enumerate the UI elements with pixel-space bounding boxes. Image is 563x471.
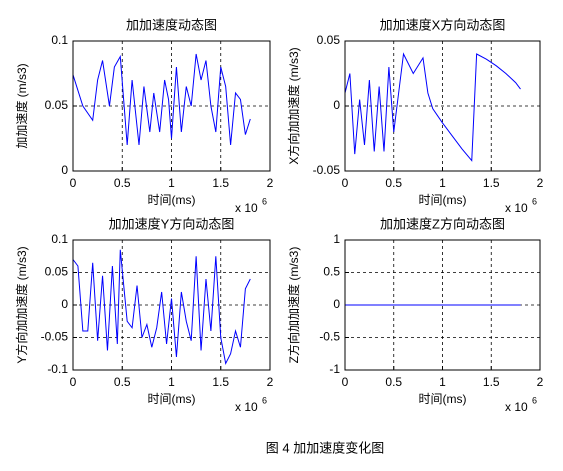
x-scale-exponent: 6 bbox=[262, 196, 267, 206]
y-tick-label: -0.1 bbox=[47, 362, 68, 376]
x-tick-label: 1.5 bbox=[483, 176, 500, 190]
caption: 图 4 加加速度变化图 bbox=[266, 440, 384, 455]
y-tick-label: 0.05 bbox=[45, 98, 69, 112]
y-tick-label: 0 bbox=[61, 163, 68, 177]
y-tick-label: 0.05 bbox=[317, 33, 341, 47]
x-scale-label: x 10 bbox=[235, 400, 258, 414]
x-tick-label: 0 bbox=[70, 375, 77, 389]
axes-box bbox=[72, 239, 271, 371]
x-tick-label: 0 bbox=[70, 176, 77, 190]
chart-title: 加加速度动态图 bbox=[126, 17, 217, 32]
axes-box bbox=[344, 40, 541, 172]
x-tick-label: 1.5 bbox=[483, 375, 500, 389]
y-axis-label: Z方向加加速度 (m/s3) bbox=[286, 247, 301, 364]
chart-title: 加加速度Y方向动态图 bbox=[109, 216, 235, 231]
x-tick-label: 1 bbox=[439, 176, 446, 190]
y-tick-label: -0.05 bbox=[313, 163, 341, 177]
x-axis-label: 时间(ms) bbox=[419, 193, 467, 207]
data-line bbox=[72, 249, 251, 366]
axes-box bbox=[344, 239, 541, 371]
x-tick-label: 1 bbox=[439, 375, 446, 389]
data-line bbox=[344, 52, 521, 162]
axes-box bbox=[72, 40, 271, 172]
y-tick-label: 0 bbox=[333, 98, 340, 112]
x-axis-label: 时间(ms) bbox=[419, 392, 467, 406]
y-tick-label: -1 bbox=[329, 362, 340, 376]
chart-title: 加加速度X方向动态图 bbox=[380, 17, 506, 32]
y-tick-label: 0.1 bbox=[51, 232, 68, 246]
data-line bbox=[72, 53, 251, 146]
x-scale-label: x 10 bbox=[505, 201, 528, 215]
x-axis-label: 时间(ms) bbox=[148, 193, 196, 207]
y-axis-label: 加加速度 (m/s3) bbox=[14, 63, 29, 148]
y-tick-label: 0 bbox=[61, 297, 68, 311]
y-tick-label: 1 bbox=[333, 232, 340, 246]
x-tick-label: 0.5 bbox=[385, 375, 402, 389]
y-tick-label: 0.5 bbox=[323, 265, 340, 279]
x-tick-label: 2 bbox=[537, 176, 544, 190]
y-tick-label: 0.05 bbox=[45, 265, 69, 279]
x-tick-label: 0 bbox=[342, 375, 349, 389]
y-axis-label: X方向加加速度 (m/s3) bbox=[286, 47, 301, 164]
x-tick-label: 2 bbox=[267, 176, 274, 190]
x-tick-label: 0.5 bbox=[114, 375, 131, 389]
x-scale-label: x 10 bbox=[505, 400, 528, 414]
x-tick-label: 2 bbox=[267, 375, 274, 389]
x-axis-label: 时间(ms) bbox=[148, 392, 196, 406]
x-tick-label: 1.5 bbox=[212, 375, 229, 389]
x-tick-label: 0.5 bbox=[385, 176, 402, 190]
y-axis-label: Y方向加加速度 (m/s3) bbox=[14, 246, 29, 363]
x-tick-label: 1.5 bbox=[212, 176, 229, 190]
x-tick-label: 1 bbox=[168, 375, 175, 389]
y-tick-label: -0.05 bbox=[41, 330, 69, 344]
x-scale-exponent: 6 bbox=[262, 395, 267, 405]
x-tick-label: 0 bbox=[342, 176, 349, 190]
x-scale-label: x 10 bbox=[235, 201, 258, 215]
x-scale-exponent: 6 bbox=[532, 196, 537, 206]
x-scale-exponent: 6 bbox=[532, 395, 537, 405]
y-tick-label: 0 bbox=[333, 297, 340, 311]
y-tick-label: 0.1 bbox=[51, 33, 68, 47]
x-tick-label: 2 bbox=[537, 375, 544, 389]
x-tick-label: 1 bbox=[168, 176, 175, 190]
chart-title: 加加速度Z方向动态图 bbox=[380, 216, 505, 231]
y-tick-label: -0.5 bbox=[319, 330, 340, 344]
x-tick-label: 0.5 bbox=[114, 176, 131, 190]
